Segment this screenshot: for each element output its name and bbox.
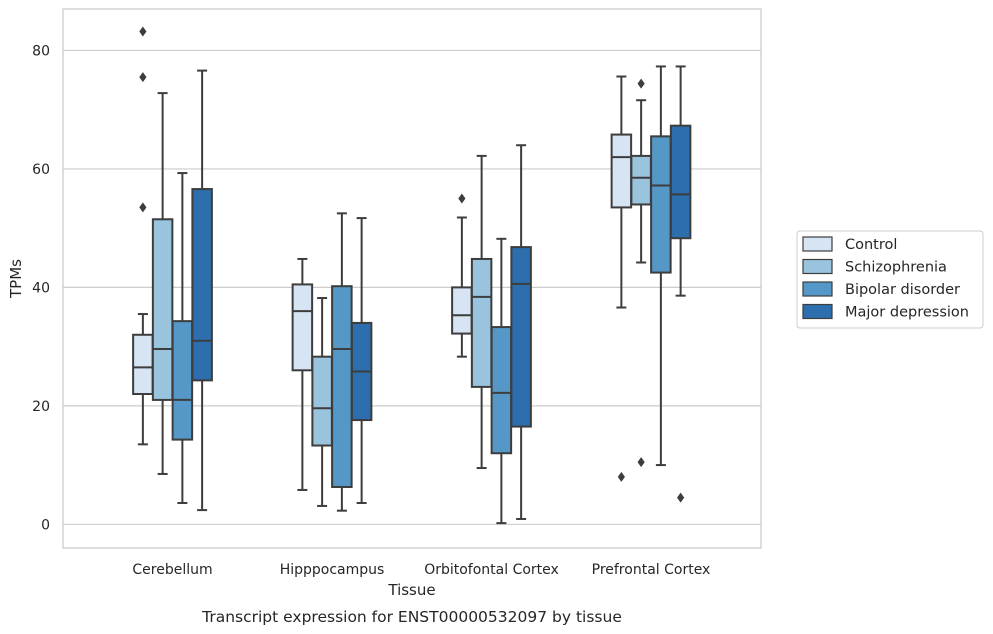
box-iqr <box>331 285 353 488</box>
box-major-depression-prefrontal-cortex <box>669 65 692 503</box>
legend-frame <box>796 230 984 329</box>
legend-label: Bipolar disorder <box>845 282 960 298</box>
outlier-point <box>617 471 625 482</box>
x-tick-labels: Cerebellum Hipppocampus Orbitofontal Corte… <box>132 562 710 578</box>
outlier-point <box>139 26 147 37</box>
box-iqr <box>311 355 333 447</box>
box-bipolar-disorder-cerebellum <box>171 172 194 504</box>
box-iqr <box>650 135 672 274</box>
box-control-cerebellum <box>132 26 154 446</box>
x-tick-label: Hipppocampus <box>280 562 385 578</box>
legend-items: Control Schizophrenia Bipolar disorder Majo… <box>802 236 969 321</box>
legend-swatch <box>802 258 833 275</box>
box-layer <box>132 26 692 525</box>
outlier-point <box>139 72 147 83</box>
box-control-hipppocampus <box>291 257 314 491</box>
box-iqr <box>510 246 532 428</box>
box-iqr <box>610 133 633 209</box>
box-control-prefrontal-cortex <box>610 75 633 482</box>
legend-swatch <box>802 236 833 252</box>
plot-area-frame <box>62 8 762 549</box>
chart-caption: Transcript expression for ENST0000053209… <box>201 608 622 626</box>
legend-label: Control <box>845 237 897 253</box>
box-schizophrenia-prefrontal-cortex <box>630 78 652 468</box>
x-axis-label: Tissue <box>387 581 435 599</box>
box-major-depression-cerebellum <box>191 69 213 512</box>
y-tick-label: 60 <box>32 162 50 178</box>
x-tick-label: Orbitofontal Cortex <box>424 562 559 578</box>
box-bipolar-disorder-hipppocampus <box>331 212 353 512</box>
box-bipolar-disorder-prefrontal-cortex <box>650 65 672 467</box>
box-bipolar-disorder-orbitofontal-cortex <box>490 237 513 525</box>
box-iqr <box>291 283 314 372</box>
box-schizophrenia-hipppocampus <box>311 297 333 507</box>
legend-swatch <box>802 303 833 320</box>
y-axis-label: TPMs <box>7 259 25 299</box>
legend-swatch <box>802 281 833 297</box>
outlier-point <box>637 78 645 89</box>
legend: Control Schizophrenia Bipolar disorder Majo… <box>796 230 984 329</box>
box-iqr <box>470 257 493 388</box>
box-iqr <box>132 333 154 395</box>
outlier-point <box>677 492 685 503</box>
box-iqr <box>669 124 692 240</box>
box-iqr <box>191 188 213 382</box>
outlier-point <box>139 202 147 213</box>
box-iqr <box>151 218 174 401</box>
box-iqr <box>171 320 194 441</box>
outlier-point <box>637 457 645 468</box>
y-tick-label: 0 <box>41 517 50 533</box>
box-major-depression-orbitofontal-cortex <box>510 144 532 520</box>
outlier-point <box>458 193 466 204</box>
box-iqr <box>451 286 473 335</box>
x-tick-label: Prefrontal Cortex <box>592 562 711 578</box>
box-schizophrenia-cerebellum <box>151 92 174 475</box>
y-tick-label: 20 <box>32 399 50 415</box>
y-tick-label: 80 <box>32 43 50 59</box>
legend-label: Schizophrenia <box>845 260 947 276</box>
y-tick-labels: 0 20 40 60 80 <box>32 43 50 533</box>
box-schizophrenia-orbitofontal-cortex <box>470 154 493 470</box>
y-tick-label: 40 <box>32 280 50 296</box>
box-iqr <box>630 154 652 206</box>
box-control-orbitofontal-cortex <box>451 193 473 358</box>
x-tick-label: Cerebellum <box>132 562 212 578</box>
box-major-depression-hipppocampus <box>350 217 373 504</box>
legend-label: Major depression <box>845 305 969 321</box>
box-iqr <box>490 326 513 455</box>
